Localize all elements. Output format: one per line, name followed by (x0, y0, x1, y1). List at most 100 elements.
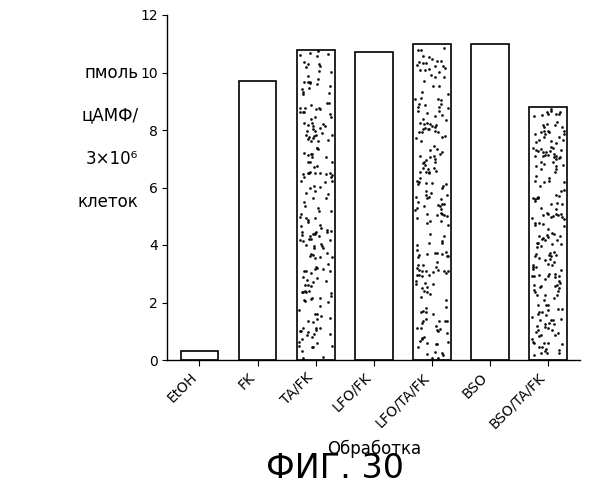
Point (430, 152, 440, 160)
Point (416, 152, 425, 160)
Point (550, 168, 560, 176)
Point (555, 154, 565, 162)
Point (547, 212, 556, 220)
Point (302, 332, 312, 340)
Bar (413, 44, 451, 360)
Point (557, 340, 566, 347)
Point (529, 339, 539, 347)
Point (436, 100, 446, 108)
Point (301, 267, 310, 275)
Point (413, 107, 423, 115)
Point (411, 206, 420, 214)
Point (550, 272, 560, 280)
Point (554, 110, 564, 118)
Point (301, 288, 311, 296)
Point (549, 294, 559, 302)
Point (295, 306, 304, 314)
Point (441, 270, 450, 278)
Point (558, 136, 568, 144)
Point (321, 122, 330, 130)
Point (439, 350, 448, 358)
Point (529, 262, 538, 270)
Point (527, 312, 536, 320)
Point (322, 170, 331, 178)
Point (317, 130, 327, 138)
Point (418, 52, 428, 60)
Point (315, 182, 325, 190)
Point (551, 155, 561, 163)
Point (425, 216, 435, 224)
Point (309, 132, 318, 140)
Point (309, 122, 318, 130)
Point (541, 151, 550, 159)
Point (315, 105, 325, 113)
Point (559, 216, 569, 224)
Point (551, 166, 560, 173)
Point (531, 263, 541, 271)
Point (546, 143, 556, 151)
Point (420, 160, 430, 168)
Point (556, 266, 566, 274)
Point (298, 108, 307, 116)
Point (414, 58, 423, 66)
Point (315, 168, 324, 176)
Point (416, 308, 426, 316)
Point (312, 80, 322, 88)
Point (543, 260, 553, 268)
Point (416, 66, 425, 74)
Point (298, 90, 308, 98)
Point (529, 272, 539, 280)
Point (315, 222, 325, 230)
Point (543, 151, 553, 159)
Point (422, 304, 431, 312)
Point (308, 124, 318, 132)
Point (530, 178, 539, 186)
Point (543, 127, 553, 135)
Point (424, 271, 434, 279)
Point (309, 230, 318, 238)
Point (419, 158, 429, 166)
Bar (239, 81, 276, 360)
Point (550, 331, 560, 339)
Point (548, 144, 558, 152)
Point (312, 316, 321, 324)
Point (438, 62, 447, 70)
Point (546, 249, 556, 257)
Point (327, 158, 337, 166)
Point (431, 121, 441, 129)
Point (440, 232, 449, 240)
Point (424, 126, 434, 134)
Point (311, 324, 321, 332)
Point (310, 169, 320, 177)
Point (309, 182, 318, 190)
Point (300, 286, 310, 294)
Point (315, 232, 324, 240)
Point (541, 236, 550, 244)
Point (318, 242, 327, 250)
Point (534, 332, 544, 340)
Point (550, 248, 559, 256)
Point (321, 152, 331, 160)
Point (529, 263, 538, 271)
Point (541, 311, 551, 319)
Point (324, 298, 333, 306)
Point (300, 296, 310, 304)
Point (422, 340, 432, 347)
Point (437, 210, 447, 218)
Point (431, 158, 440, 166)
Point (424, 168, 434, 176)
Point (304, 287, 314, 295)
Point (436, 195, 446, 203)
Point (323, 190, 332, 198)
Point (546, 105, 556, 113)
Point (309, 251, 318, 259)
Point (430, 62, 440, 70)
Point (538, 234, 548, 242)
Point (296, 327, 306, 335)
Point (443, 338, 453, 345)
Point (434, 317, 444, 325)
Point (300, 202, 310, 210)
Point (528, 338, 538, 346)
Point (421, 268, 431, 276)
Point (303, 276, 312, 284)
